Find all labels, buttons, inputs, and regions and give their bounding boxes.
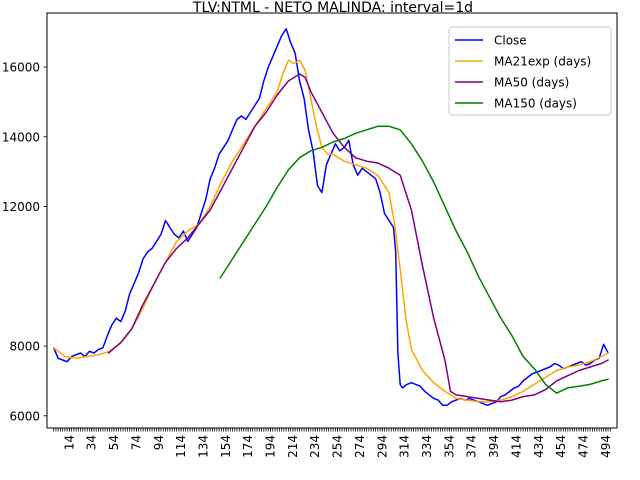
series-layer xyxy=(52,27,609,407)
x-tick-label: 294 xyxy=(375,435,389,458)
x-tick-label: 234 xyxy=(308,435,322,458)
series-line-2 xyxy=(107,73,609,403)
chart-title: TLV:NTML - NETO MALINDA: interval=1d xyxy=(192,0,473,16)
x-tick-label: 354 xyxy=(442,435,456,458)
x-tick-label: 314 xyxy=(398,435,412,458)
legend-label: MA150 (days) xyxy=(494,97,577,111)
x-tick-label: 94 xyxy=(152,435,166,450)
x-tick-label: 494 xyxy=(599,435,613,458)
x-tick-label: 254 xyxy=(331,435,345,458)
series-line-3 xyxy=(219,125,609,394)
x-tick-label: 14 xyxy=(62,435,76,450)
x-tick-label: 474 xyxy=(576,435,590,458)
x-tick-label: 194 xyxy=(264,435,278,458)
x-tick-label: 374 xyxy=(465,435,479,458)
legend-label: Close xyxy=(494,34,527,48)
x-tick-label: 394 xyxy=(487,435,501,458)
legend-label: MA21exp (days) xyxy=(494,55,591,69)
x-tick-label: 174 xyxy=(241,435,255,458)
x-tick-label: 454 xyxy=(554,435,568,458)
y-tick-label: 6000 xyxy=(9,409,40,423)
x-tick-label: 414 xyxy=(509,435,523,458)
legend-box xyxy=(448,26,612,116)
x-tick-label: 114 xyxy=(174,435,188,458)
x-tick-label: 54 xyxy=(107,435,121,450)
y-tick-label: 8000 xyxy=(9,340,40,354)
x-tick-label: 214 xyxy=(286,435,300,458)
axes-layer: 14 34 54 74 94 114 134 154 174 194 214 234 254 274 294… xyxy=(2,12,618,458)
x-tick-label: 434 xyxy=(532,435,546,458)
x-tick-label: 134 xyxy=(196,435,210,458)
x-tick-label: 34 xyxy=(85,435,99,450)
x-tick-label: 154 xyxy=(219,435,233,458)
plot-frame xyxy=(46,12,618,429)
x-tick-label: 274 xyxy=(353,435,367,458)
x-tick-label: 74 xyxy=(129,435,143,450)
y-tick-label: 14000 xyxy=(2,130,40,144)
y-tick-label: 16000 xyxy=(2,61,40,75)
series-line-0 xyxy=(52,27,609,407)
legend[interactable]: Close MA21exp (days) MA50 (days) MA150 (day… xyxy=(448,26,612,116)
legend-label: MA50 (days) xyxy=(494,76,569,90)
x-tick-label: 334 xyxy=(420,435,434,458)
y-tick-label: 12000 xyxy=(2,200,40,214)
